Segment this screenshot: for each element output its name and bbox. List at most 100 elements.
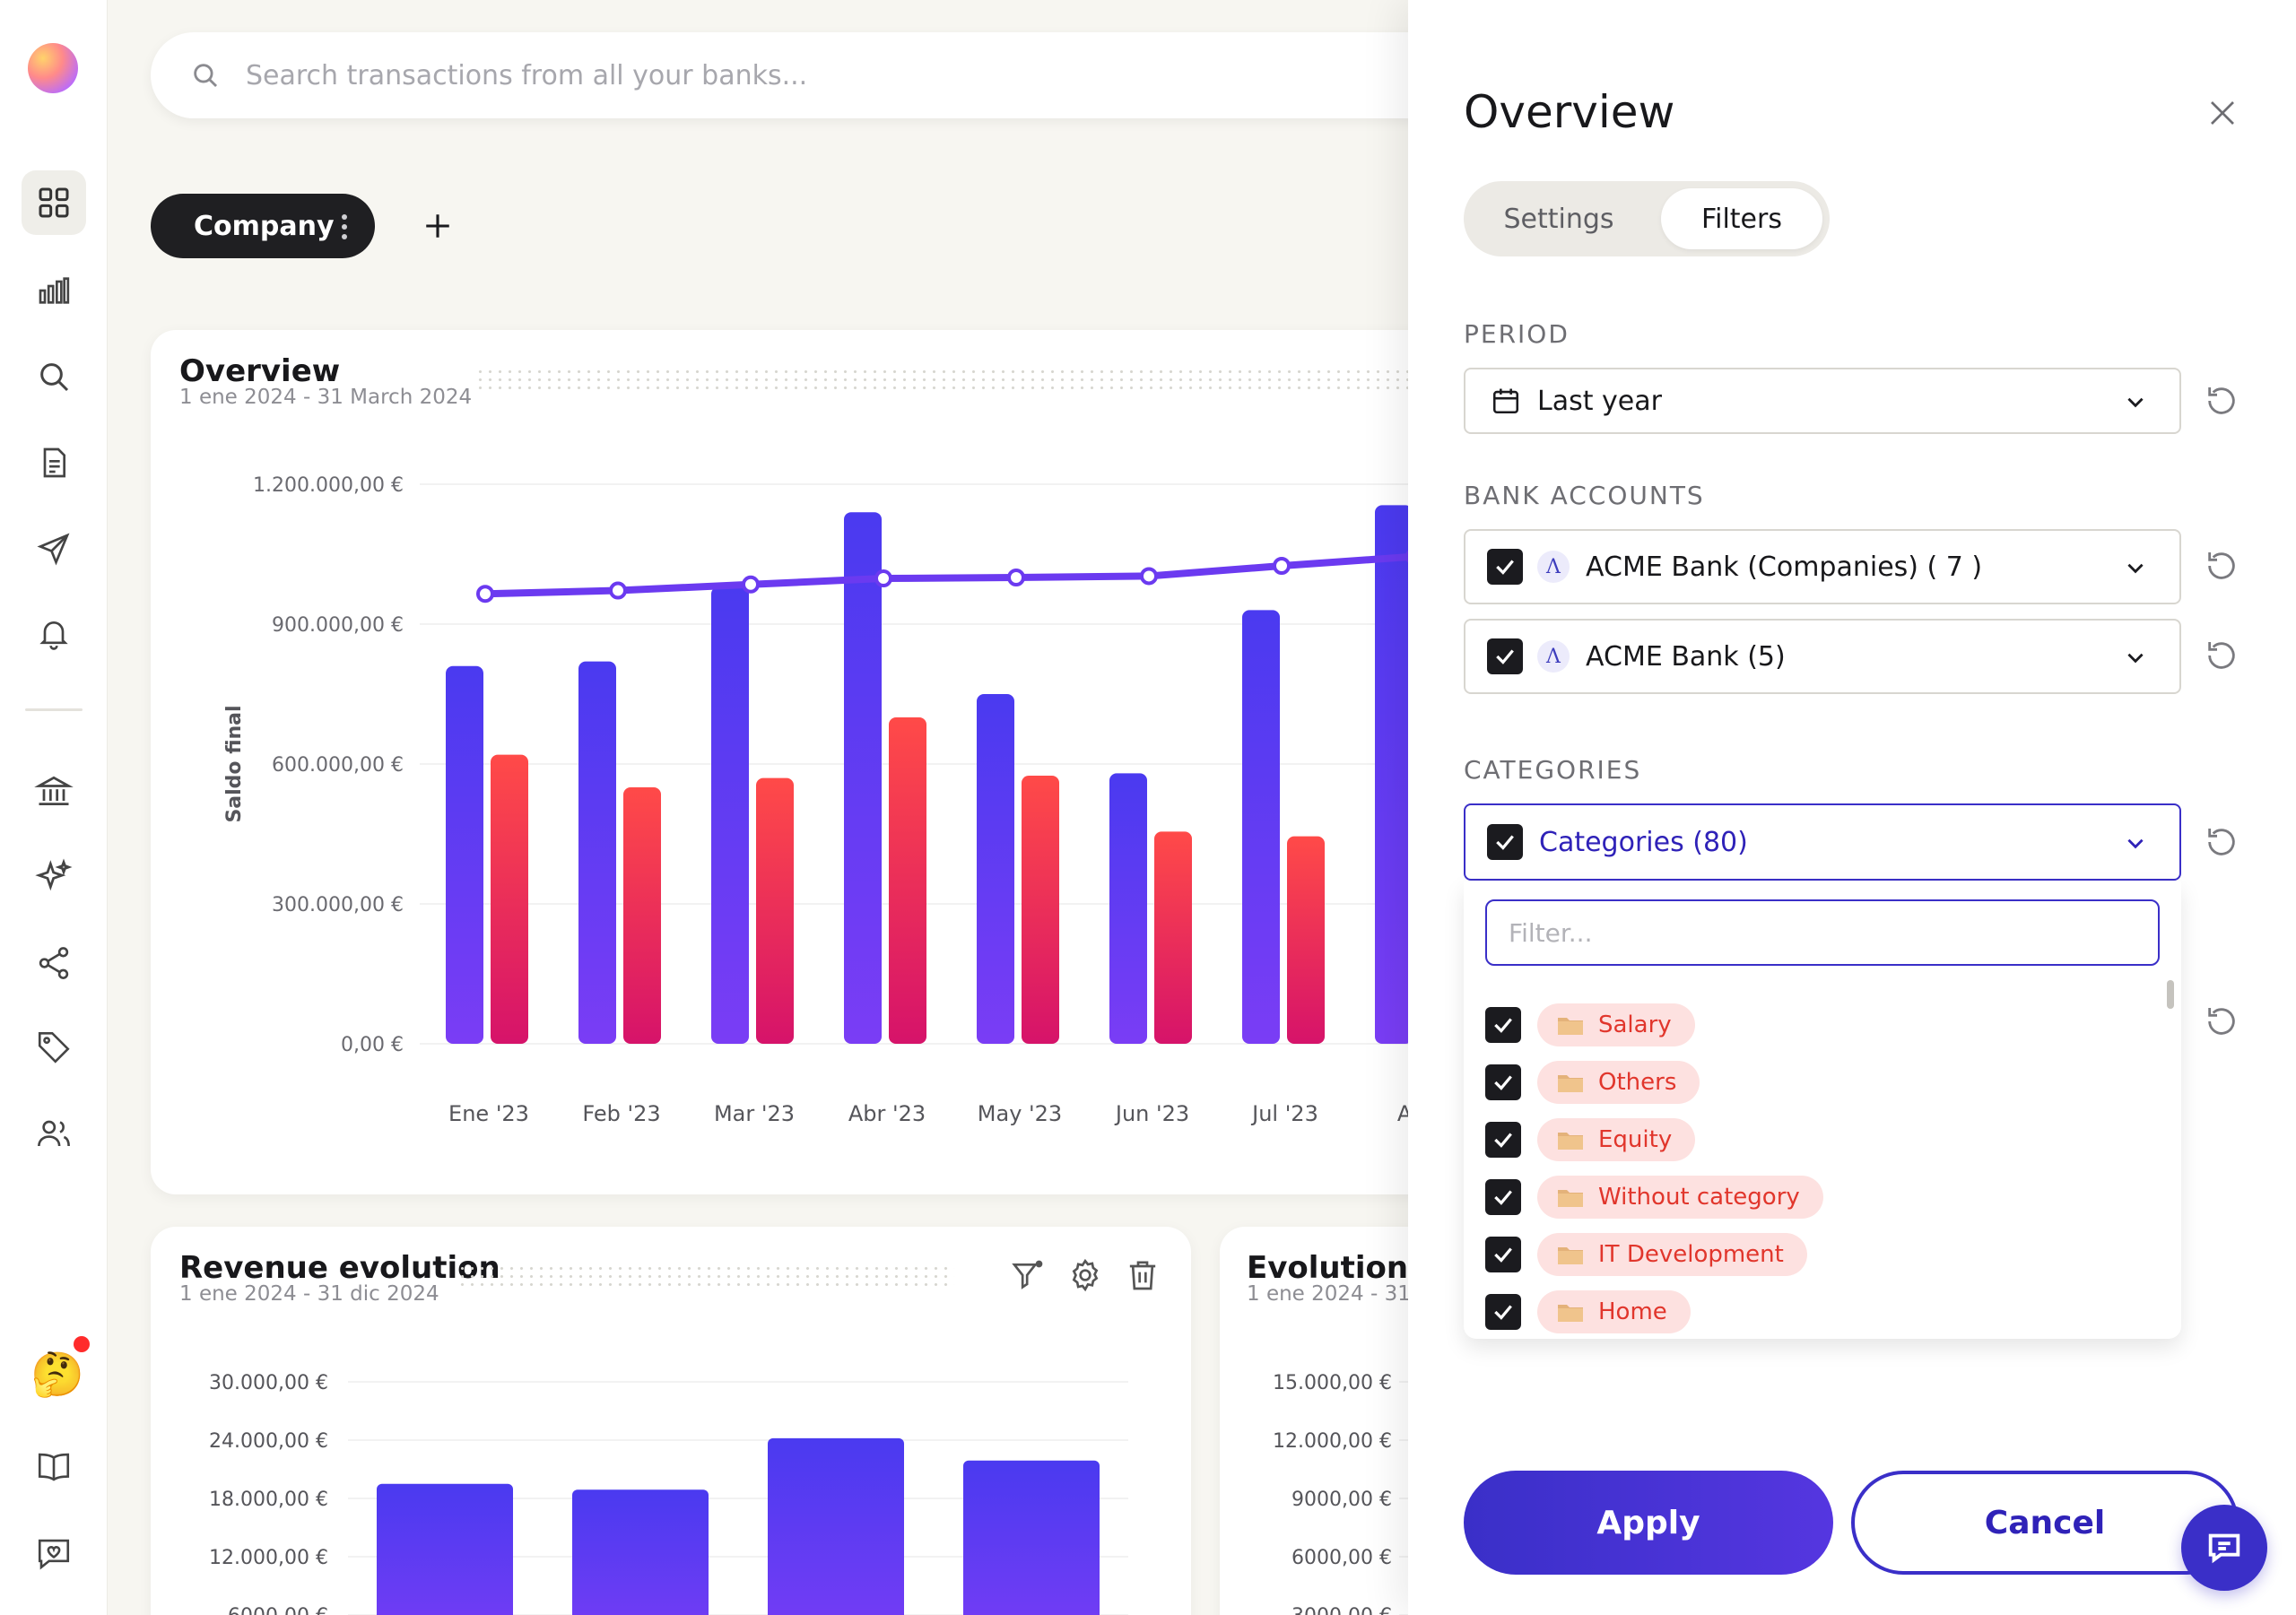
category-option[interactable]: Salary — [1485, 1003, 1695, 1046]
nav-document-icon[interactable] — [22, 430, 86, 495]
bank-account-reset-icon[interactable] — [2201, 635, 2242, 676]
y-tick-label: 600.000,00 € — [272, 754, 404, 777]
apply-button[interactable]: Apply — [1464, 1471, 1833, 1575]
category-checkbox[interactable] — [1485, 1122, 1521, 1158]
nav-bar-chart-icon[interactable] — [22, 258, 86, 323]
add-dashboard-button[interactable] — [414, 203, 461, 249]
chevron-down-icon — [2124, 831, 2147, 855]
nav-bank-icon[interactable] — [22, 759, 86, 823]
x-tick-label: May '23 — [978, 1101, 1062, 1126]
line-point — [1007, 569, 1025, 586]
folder-icon — [1557, 1186, 1584, 1208]
category-option[interactable]: IT Development — [1485, 1233, 1807, 1276]
folder-icon — [1557, 1014, 1584, 1036]
category-checkbox[interactable] — [1485, 1007, 1521, 1043]
nav-book-icon[interactable] — [22, 1435, 86, 1499]
bar-red — [623, 787, 661, 1044]
nav-dashboard-grid-icon[interactable] — [22, 170, 86, 235]
category-name: Others — [1598, 1069, 1677, 1096]
tab-more-icon[interactable] — [341, 213, 348, 240]
delete-trash-icon[interactable] — [1125, 1257, 1161, 1293]
widget-date-range: 1 ene 2024 - 31 d — [1247, 1282, 1431, 1306]
category-chip: Without category — [1537, 1176, 1823, 1219]
category-checkbox[interactable] — [1485, 1237, 1521, 1272]
bank-account-reset-icon[interactable] — [2201, 545, 2242, 586]
bar-red — [1022, 776, 1059, 1044]
nav-users-icon[interactable] — [22, 1101, 86, 1166]
filter-icon[interactable] — [1010, 1257, 1046, 1293]
category-option[interactable]: Others — [1485, 1061, 1700, 1104]
drag-handle[interactable] — [457, 1264, 954, 1288]
folder-icon — [1557, 1301, 1584, 1323]
dropdown-scrollbar[interactable] — [2167, 980, 2174, 1009]
close-panel-button[interactable] — [2203, 93, 2242, 133]
category-checkbox[interactable] — [1485, 1294, 1521, 1330]
bar-blue — [578, 661, 616, 1044]
line-point — [1273, 557, 1291, 575]
widget-settings-panel: Overview Settings Filters PERIOD Last ye… — [1408, 0, 2296, 1615]
y-tick-label: 3000,00 € — [1292, 1605, 1392, 1615]
category-checkbox[interactable] — [1485, 1179, 1521, 1215]
category-option[interactable]: Without category — [1485, 1176, 1823, 1219]
nav-send-icon[interactable] — [22, 517, 86, 581]
y-tick-label: 6000,00 € — [228, 1605, 328, 1615]
bar-blue — [1375, 505, 1413, 1044]
dashboard-tab-company[interactable]: Company — [151, 194, 375, 258]
notification-dot — [74, 1336, 90, 1352]
bank-accounts-label: BANK ACCOUNTS — [1464, 481, 1705, 510]
bar-blue — [844, 512, 882, 1044]
bank-account-checkbox[interactable] — [1487, 549, 1523, 585]
app-logo[interactable] — [28, 43, 78, 93]
settings-gear-icon[interactable] — [1067, 1257, 1103, 1293]
bank-logo-icon: Λ — [1537, 551, 1570, 583]
period-select[interactable]: Last year — [1464, 368, 2181, 434]
category-chip: Equity — [1537, 1118, 1696, 1161]
categories-select[interactable]: Categories (80) — [1464, 803, 2181, 881]
nav-tag-icon[interactable] — [22, 1015, 86, 1080]
category-name: IT Development — [1598, 1241, 1784, 1268]
category-chip: Home — [1537, 1290, 1691, 1333]
categories-checkbox[interactable] — [1487, 824, 1523, 860]
bank-account-name: ACME Bank (5) — [1586, 640, 1786, 673]
bank-account-select[interactable]: Λ ACME Bank (Companies) ( 7 ) — [1464, 529, 2181, 604]
y-tick-label: 15.000,00 € — [1273, 1372, 1392, 1394]
period-reset-icon[interactable] — [2201, 380, 2242, 421]
nav-chat-heart-icon[interactable] — [22, 1521, 86, 1585]
categories-reset-icon[interactable] — [2201, 821, 2242, 863]
folder-icon — [1557, 1244, 1584, 1265]
category-checkbox[interactable] — [1485, 1064, 1521, 1100]
cancel-button[interactable]: Cancel — [1851, 1471, 2239, 1575]
feedback-emoji[interactable]: 🤔 — [30, 1350, 84, 1400]
nav-bell-icon[interactable] — [22, 601, 86, 665]
category-option[interactable]: Home — [1485, 1290, 1691, 1333]
bar-blue — [711, 586, 749, 1044]
widget-date-range: 1 ene 2024 - 31 dic 2024 — [179, 1282, 439, 1306]
bar — [572, 1489, 709, 1615]
chevron-down-icon — [2124, 646, 2147, 669]
overview-bar-line-chart: 0,00 € 300.000,00 € 600.000,00 € 900.000,00… — [223, 474, 1460, 1126]
tab-filters[interactable]: Filters — [1661, 188, 1822, 249]
bar-blue — [1242, 610, 1280, 1044]
widget-date-range: 1 ene 2024 - 31 March 2024 — [179, 386, 473, 409]
category-option[interactable]: Equity — [1485, 1118, 1696, 1161]
category-filter-input[interactable] — [1485, 899, 2160, 966]
tab-settings[interactable]: Settings — [1503, 203, 1614, 235]
bank-account-checkbox[interactable] — [1487, 638, 1523, 674]
bank-account-select[interactable]: Λ ACME Bank (5) — [1464, 619, 2181, 694]
categories-label: CATEGORIES — [1464, 755, 1642, 785]
chat-support-button[interactable] — [2181, 1505, 2267, 1591]
y-tick-label: 18.000,00 € — [209, 1489, 328, 1511]
drag-handle[interactable] — [475, 368, 1460, 391]
nav-share-icon[interactable] — [22, 931, 86, 995]
chevron-down-icon — [2124, 556, 2147, 579]
dashboard-tab-label: Company — [194, 210, 335, 242]
y-tick-label: 12.000,00 € — [209, 1547, 328, 1569]
search-bar[interactable]: Search transactions from all your banks.… — [151, 32, 1460, 118]
nav-search-icon[interactable] — [22, 344, 86, 409]
category-name: Salary — [1598, 1012, 1672, 1038]
reset-icon[interactable] — [2201, 1001, 2242, 1042]
nav-sparkles-icon[interactable] — [22, 845, 86, 909]
sidebar-divider — [25, 708, 83, 711]
search-input[interactable]: Search transactions from all your banks.… — [246, 59, 808, 91]
category-chip: Salary — [1537, 1003, 1695, 1046]
